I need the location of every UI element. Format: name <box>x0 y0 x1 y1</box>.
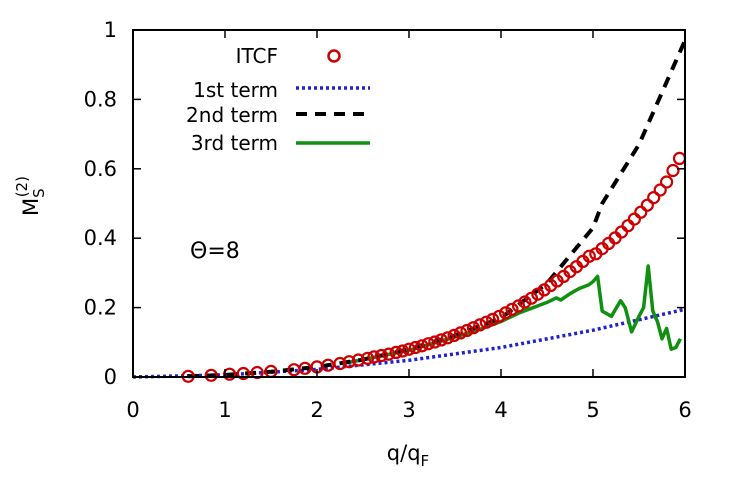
itcf-point <box>486 312 500 326</box>
itcf-point <box>389 345 403 359</box>
itcf-point <box>321 358 335 372</box>
itcf-point <box>634 205 648 219</box>
y-axis-label: MS(2) <box>13 176 48 216</box>
itcf-point <box>374 348 388 363</box>
itcf-point <box>382 347 396 361</box>
x-tick-label: 0 <box>126 398 139 422</box>
itcf-point <box>333 356 347 371</box>
itcf-point <box>204 368 218 382</box>
y-tick-label: 1 <box>104 18 117 42</box>
y-tick-label: 0.6 <box>84 157 117 181</box>
legend-marker-itcf <box>327 49 341 63</box>
itcf-point <box>415 339 429 353</box>
itcf-point <box>499 306 513 320</box>
itcf-point <box>342 355 356 369</box>
itcf-point <box>505 302 519 316</box>
itcf-point <box>518 295 532 309</box>
itcf-point <box>640 198 654 212</box>
itcf-point <box>441 331 455 345</box>
x-tick-label: 4 <box>494 398 507 422</box>
itcf-point <box>351 353 365 367</box>
itcf-point <box>447 328 461 342</box>
itcf-point <box>647 191 661 205</box>
itcf-point <box>298 361 312 375</box>
x-tick-label: 2 <box>310 398 323 422</box>
itcf-point <box>453 326 468 340</box>
itcf-point <box>361 351 375 365</box>
x-tick-label: 1 <box>218 398 231 422</box>
legend-label-itcf: ITCF <box>236 44 278 68</box>
legend-label-2nd-term: 2nd term <box>186 103 278 127</box>
y-tick-label: 0.2 <box>84 296 117 320</box>
itcf-point <box>653 183 667 197</box>
itcf-point <box>421 337 435 351</box>
y-tick-label: 0.8 <box>84 87 117 111</box>
svg-text:MS(2): MS(2) <box>13 176 48 216</box>
x-tick-label: 5 <box>586 398 599 422</box>
itcf-point <box>408 340 422 355</box>
itcf-point <box>621 219 635 233</box>
itcf-point <box>460 323 474 338</box>
x-tick-label: 3 <box>402 398 415 422</box>
itcf-point <box>672 151 687 165</box>
itcf-point <box>492 309 506 323</box>
legend-label-3rd-term: 3rd term <box>191 131 278 155</box>
itcf-point <box>223 367 237 381</box>
itcf-point <box>236 366 250 381</box>
x-tick-label: 6 <box>678 398 691 422</box>
itcf-point <box>402 342 416 356</box>
itcf-point <box>466 321 480 335</box>
x-axis-label: q/qF <box>387 441 429 470</box>
y-tick-label: 0 <box>104 365 117 389</box>
itcf-point <box>428 335 442 349</box>
y-tick-label: 0.4 <box>84 226 117 250</box>
itcf-point <box>434 333 448 347</box>
legend-label-1st-term: 1st term <box>193 78 278 102</box>
itcf-point <box>659 175 674 189</box>
itcf-point <box>396 344 410 358</box>
itcf-point <box>479 315 493 329</box>
theta-annotation: Θ=8 <box>190 239 240 264</box>
itcf-point <box>367 350 381 364</box>
legend: ITCF 1st term 2nd term 3rd term <box>186 44 370 155</box>
itcf-point <box>473 318 487 332</box>
itcf-point <box>666 163 680 178</box>
itcf-point <box>582 249 596 263</box>
itcf-point <box>627 212 642 226</box>
